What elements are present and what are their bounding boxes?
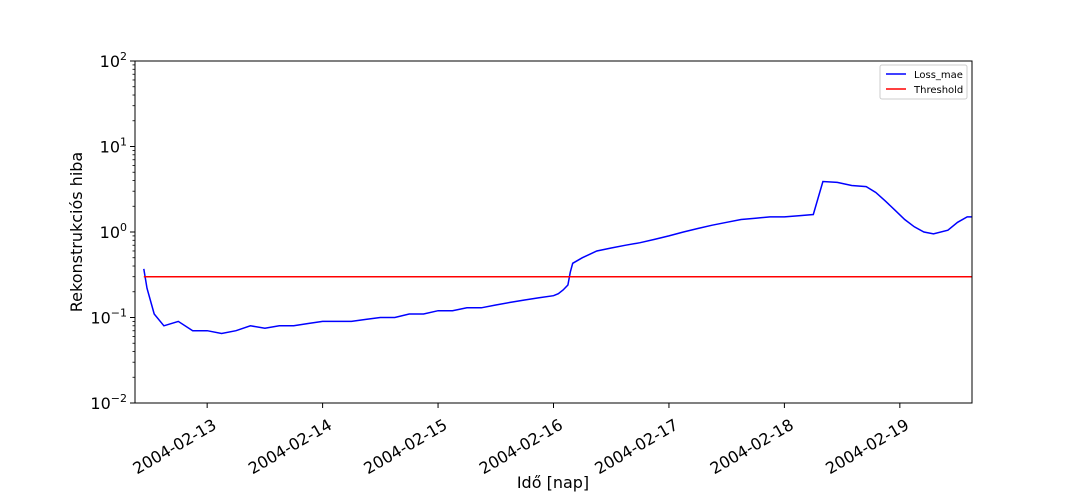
x-axis-label: Idő [nap] bbox=[517, 473, 589, 492]
y-tick-label: 101 bbox=[100, 136, 127, 157]
y-axis-label: Rekonstrukciós hiba bbox=[67, 152, 86, 312]
y-tick-label: 102 bbox=[100, 50, 127, 71]
legend-label-loss: Loss_mae bbox=[914, 70, 963, 81]
plot-area bbox=[135, 61, 972, 403]
series-line-loss-mae bbox=[143, 180, 972, 335]
y-tick-label: 10−2 bbox=[90, 392, 127, 413]
y-tick-label: 10−1 bbox=[90, 307, 127, 328]
series-layer bbox=[143, 180, 972, 335]
y-ticks: 10−2 10−1 100 101 102 bbox=[90, 50, 135, 413]
y-tick-label: 100 bbox=[100, 221, 127, 242]
legend-label-threshold: Threshold bbox=[913, 85, 963, 96]
legend: Loss_mae Threshold bbox=[879, 64, 968, 100]
